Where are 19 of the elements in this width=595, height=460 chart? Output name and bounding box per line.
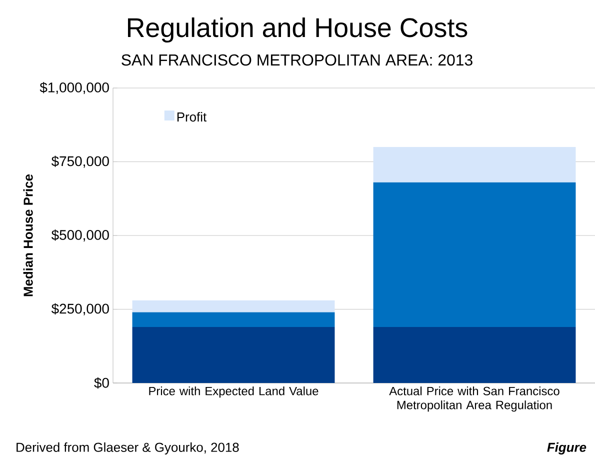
bar — [373, 326, 576, 383]
bar — [132, 300, 335, 312]
y-tick-label: $250,000 — [51, 303, 109, 316]
bar — [373, 146, 576, 182]
x-tick-label: Actual Price with San Francisco Metropolitan Area Regulation — [389, 386, 560, 412]
bar — [132, 326, 335, 383]
y-tick-label: $750,000 — [51, 156, 109, 168]
legend-label: Profit — [177, 112, 207, 122]
chart-subtitle: SAN FRANCISCO METROPOLITAN AREA: 2013 — [122, 54, 472, 66]
y-tick-label: $500,000 — [51, 229, 109, 242]
bar — [132, 312, 335, 327]
text: Derived from Glaeser & Gyourko, 2018 — [16, 442, 239, 454]
bar — [373, 182, 576, 327]
y-tick-label: $1,000,000 — [40, 82, 109, 94]
y-tick-label: $0 — [94, 377, 109, 389]
x-tick-label: Price with Expected Land Value — [149, 386, 318, 398]
y-axis-title: Median House Price — [23, 174, 33, 296]
text: Figure — [547, 442, 586, 454]
chart-title: Regulation and House Costs — [128, 17, 468, 43]
